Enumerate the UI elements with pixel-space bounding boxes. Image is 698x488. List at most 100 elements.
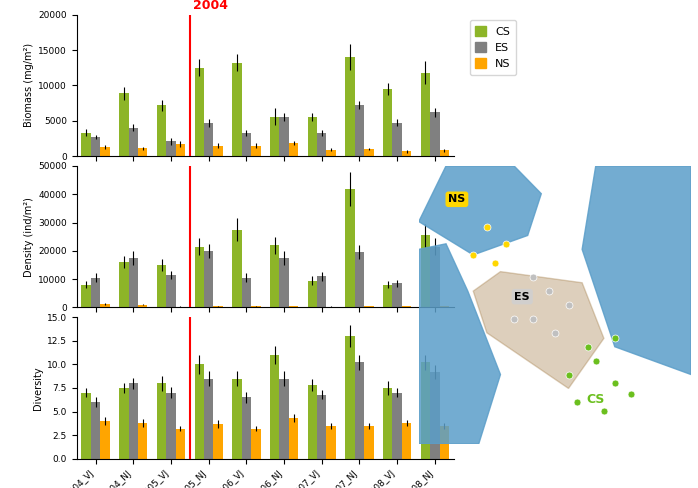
Bar bbox=[430, 372, 440, 459]
Text: 2004: 2004 bbox=[193, 0, 228, 12]
Bar bbox=[279, 117, 289, 156]
Bar bbox=[128, 383, 138, 459]
Bar bbox=[242, 278, 251, 307]
Bar bbox=[392, 284, 402, 307]
Bar bbox=[402, 306, 411, 307]
Bar bbox=[355, 363, 364, 459]
Bar bbox=[308, 281, 317, 307]
Y-axis label: Diversity: Diversity bbox=[33, 366, 43, 410]
Bar bbox=[242, 133, 251, 156]
Polygon shape bbox=[419, 166, 542, 255]
Bar bbox=[355, 252, 364, 307]
Bar bbox=[270, 245, 279, 307]
Legend: CS, ES, NS: CS, ES, NS bbox=[470, 20, 517, 75]
Bar bbox=[346, 57, 355, 156]
Bar bbox=[242, 397, 251, 459]
Bar bbox=[402, 423, 411, 459]
Bar bbox=[214, 145, 223, 156]
Bar bbox=[214, 424, 223, 459]
Bar bbox=[440, 150, 449, 156]
Bar bbox=[279, 379, 289, 459]
Polygon shape bbox=[473, 272, 604, 388]
Bar bbox=[270, 117, 279, 156]
Bar bbox=[440, 426, 449, 459]
Bar bbox=[270, 355, 279, 459]
Bar bbox=[128, 128, 138, 156]
Bar bbox=[289, 418, 298, 459]
Bar bbox=[176, 144, 185, 156]
Bar bbox=[82, 133, 91, 156]
Bar bbox=[232, 229, 242, 307]
Bar bbox=[128, 258, 138, 307]
Bar bbox=[308, 117, 317, 156]
Bar bbox=[82, 393, 91, 459]
Bar bbox=[364, 426, 373, 459]
Bar bbox=[91, 137, 101, 156]
Bar bbox=[430, 246, 440, 307]
Bar bbox=[308, 385, 317, 459]
Bar bbox=[289, 142, 298, 156]
Bar bbox=[157, 105, 166, 156]
Bar bbox=[91, 278, 101, 307]
Bar bbox=[166, 393, 176, 459]
Bar bbox=[392, 393, 402, 459]
Bar bbox=[101, 421, 110, 459]
Bar bbox=[119, 262, 128, 307]
Bar bbox=[402, 151, 411, 156]
Bar bbox=[91, 402, 101, 459]
Bar bbox=[346, 188, 355, 307]
Bar bbox=[364, 149, 373, 156]
Bar bbox=[157, 383, 166, 459]
Bar bbox=[327, 150, 336, 156]
Bar bbox=[195, 365, 204, 459]
Bar bbox=[138, 148, 147, 156]
Y-axis label: Density (ind/m²): Density (ind/m²) bbox=[24, 197, 34, 277]
Bar bbox=[383, 388, 392, 459]
Bar bbox=[317, 133, 327, 156]
Bar bbox=[421, 235, 430, 307]
Bar bbox=[317, 276, 327, 307]
Bar bbox=[204, 123, 214, 156]
Bar bbox=[176, 306, 185, 307]
Text: CS: CS bbox=[586, 393, 605, 406]
Y-axis label: Biomass (mg/m²): Biomass (mg/m²) bbox=[24, 43, 34, 127]
Bar bbox=[166, 275, 176, 307]
Bar bbox=[355, 105, 364, 156]
Bar bbox=[204, 379, 214, 459]
Bar bbox=[138, 305, 147, 307]
Bar bbox=[279, 258, 289, 307]
Bar bbox=[364, 306, 373, 307]
Polygon shape bbox=[582, 166, 691, 375]
Bar bbox=[195, 246, 204, 307]
Bar bbox=[430, 112, 440, 156]
Text: ES: ES bbox=[514, 292, 530, 302]
Bar bbox=[176, 428, 185, 459]
Text: NS: NS bbox=[448, 194, 466, 204]
Bar bbox=[214, 306, 223, 307]
Bar bbox=[346, 336, 355, 459]
Bar bbox=[317, 395, 327, 459]
Bar bbox=[251, 145, 260, 156]
Bar bbox=[119, 93, 128, 156]
Bar bbox=[421, 363, 430, 459]
Polygon shape bbox=[419, 244, 500, 444]
Bar bbox=[166, 142, 176, 156]
Bar bbox=[195, 68, 204, 156]
Bar bbox=[251, 428, 260, 459]
Bar bbox=[251, 306, 260, 307]
Bar bbox=[119, 388, 128, 459]
Bar bbox=[327, 426, 336, 459]
Bar bbox=[327, 306, 336, 307]
Bar bbox=[383, 89, 392, 156]
Bar bbox=[232, 379, 242, 459]
Bar bbox=[392, 123, 402, 156]
Bar bbox=[204, 251, 214, 307]
Bar bbox=[383, 285, 392, 307]
Bar bbox=[289, 306, 298, 307]
Bar bbox=[82, 285, 91, 307]
Bar bbox=[232, 63, 242, 156]
Bar bbox=[101, 147, 110, 156]
Bar bbox=[101, 304, 110, 307]
Bar bbox=[421, 73, 430, 156]
Bar bbox=[440, 306, 449, 307]
